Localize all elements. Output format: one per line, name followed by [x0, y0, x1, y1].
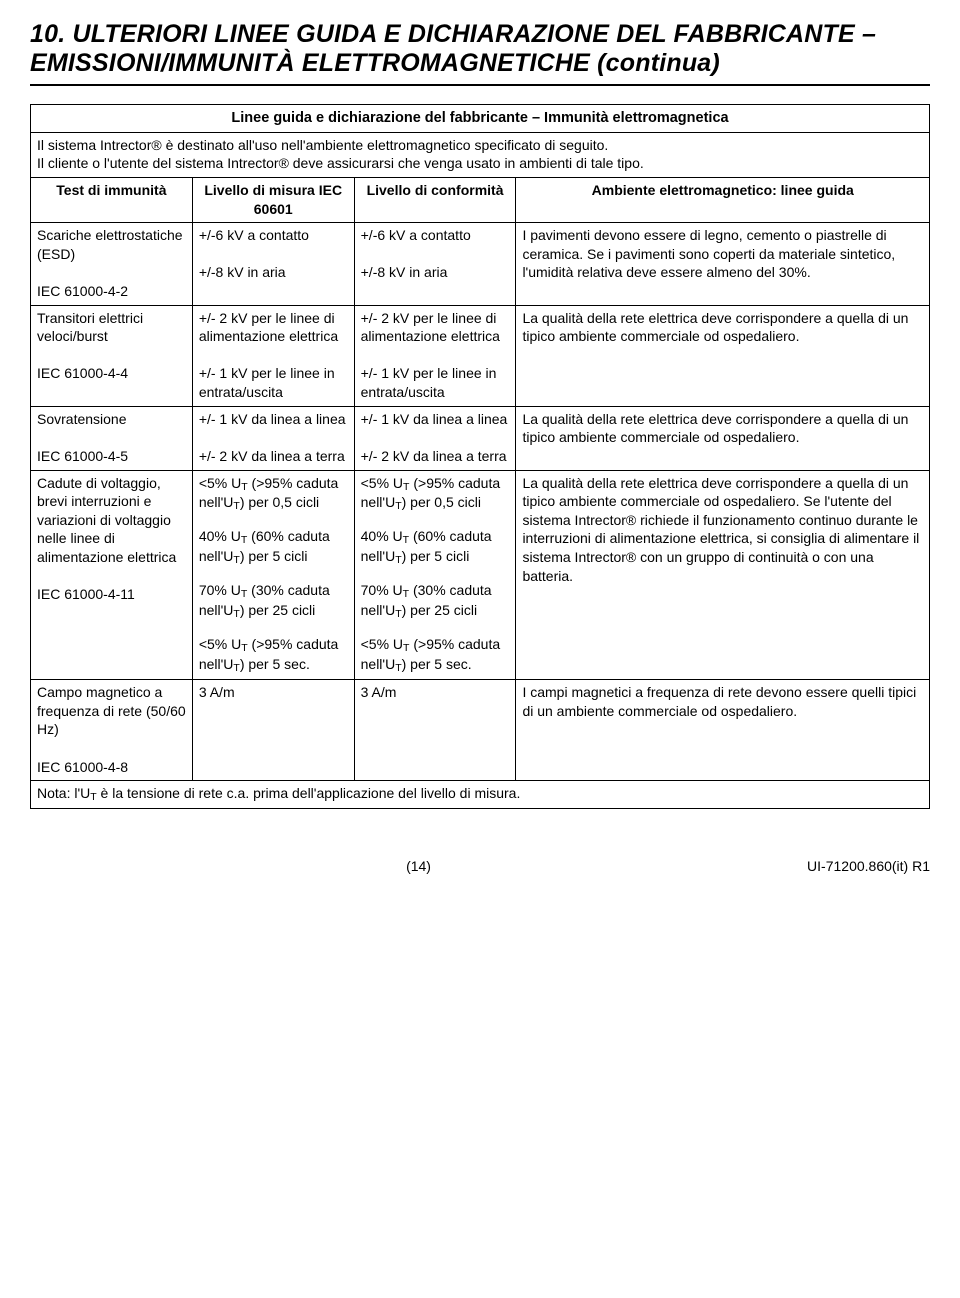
- cell-environment: I campi magnetici a frequenza di rete de…: [516, 680, 930, 781]
- table-row: SovratensioneIEC 61000-4-5 +/- 1 kV da l…: [31, 406, 930, 470]
- cell-level: +/-6 kV a contatto+/-8 kV in aria: [192, 223, 354, 305]
- cell-compliance: +/- 2 kV per le linee di alimentazione e…: [354, 305, 516, 406]
- cell-test: Cadute di voltaggio, brevi interruzioni …: [31, 470, 193, 680]
- cell-test: Scariche elettrostatiche (ESD)IEC 61000-…: [31, 223, 193, 305]
- page-title: 10. ULTERIORI LINEE GUIDA E DICHIARAZION…: [30, 20, 930, 78]
- cell-level: +/- 1 kV da linea a linea+/- 2 kV da lin…: [192, 406, 354, 470]
- col-header-level60601: Livello di misura IEC 60601: [192, 178, 354, 223]
- col-header-compliance: Livello di conformità: [354, 178, 516, 223]
- cell-compliance: +/-6 kV a contatto+/-8 kV in aria: [354, 223, 516, 305]
- cell-test: Transitori elettrici veloci/burstIEC 610…: [31, 305, 193, 406]
- table-intro: Il sistema Intrector® è destinato all'us…: [31, 132, 930, 177]
- cell-environment: La qualità della rete elettrica deve cor…: [516, 406, 930, 470]
- cell-environment: La qualità della rete elettrica deve cor…: [516, 305, 930, 406]
- table-row: Transitori elettrici veloci/burstIEC 610…: [31, 305, 930, 406]
- cell-level: 3 A/m: [192, 680, 354, 781]
- table-note: Nota: l'UT è la tensione di rete c.a. pr…: [31, 781, 930, 809]
- cell-compliance: 3 A/m: [354, 680, 516, 781]
- cell-environment: La qualità della rete elettrica deve cor…: [516, 470, 930, 680]
- cell-test: SovratensioneIEC 61000-4-5: [31, 406, 193, 470]
- col-header-environment: Ambiente elettromagnetico: linee guida: [516, 178, 930, 223]
- table-row: Scariche elettrostatiche (ESD)IEC 61000-…: [31, 223, 930, 305]
- page-footer: (14) UI-71200.860(it) R1: [30, 857, 930, 876]
- page-number: (14): [30, 857, 807, 876]
- immunity-table: Linee guida e dichiarazione del fabbrica…: [30, 104, 930, 810]
- table-row: Cadute di voltaggio, brevi interruzioni …: [31, 470, 930, 680]
- cell-environment: I pavimenti devono essere di legno, ceme…: [516, 223, 930, 305]
- doc-id: UI-71200.860(it) R1: [807, 857, 930, 876]
- title-rule: [30, 84, 930, 86]
- cell-compliance: <5% UT (>95% caduta nell'UT) per 0,5 cic…: [354, 470, 516, 680]
- table-title: Linee guida e dichiarazione del fabbrica…: [31, 104, 930, 132]
- col-header-test: Test di immunità: [31, 178, 193, 223]
- cell-compliance: +/- 1 kV da linea a linea+/- 2 kV da lin…: [354, 406, 516, 470]
- table-row: Campo magnetico a frequenza di rete (50/…: [31, 680, 930, 781]
- cell-level: +/- 2 kV per le linee di alimentazione e…: [192, 305, 354, 406]
- cell-test: Campo magnetico a frequenza di rete (50/…: [31, 680, 193, 781]
- cell-level: <5% UT (>95% caduta nell'UT) per 0,5 cic…: [192, 470, 354, 680]
